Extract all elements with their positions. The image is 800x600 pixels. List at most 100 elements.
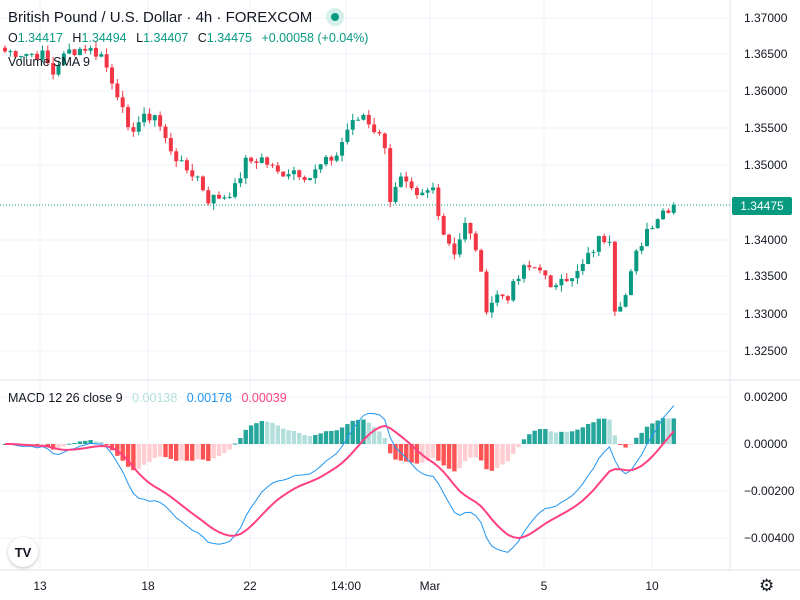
candle-body <box>420 192 425 196</box>
macd-histogram-bar <box>655 420 660 444</box>
candle-body <box>115 83 120 98</box>
low-label: L <box>136 31 144 45</box>
macd-histogram-bar <box>281 428 286 444</box>
macd-histogram-bar <box>366 422 371 444</box>
candle-body <box>24 54 29 56</box>
macd-histogram-bar <box>56 444 61 450</box>
macd-histogram-bar <box>473 444 478 458</box>
macd-histogram-bar <box>243 429 248 444</box>
candle-body <box>275 165 280 172</box>
macd-histogram-bar <box>157 444 163 457</box>
macd-histogram-bar <box>286 430 291 444</box>
macd-histogram-bar <box>580 427 585 444</box>
candle-body <box>318 164 323 170</box>
price-axis-label: 1.32500 <box>744 344 788 358</box>
price-axis-label: 1.37000 <box>744 11 788 25</box>
candle-body <box>414 188 419 196</box>
macd-histogram-bar <box>168 444 174 459</box>
candle-body <box>35 53 40 60</box>
macd-histogram-bar <box>99 442 104 444</box>
macd-histogram-bar <box>446 444 452 469</box>
macd-histogram-bar <box>222 444 227 453</box>
macd-histogram-bar <box>527 434 532 444</box>
macd-histogram-bar <box>441 444 446 466</box>
macd-histogram-bar <box>147 444 152 463</box>
candle-body <box>142 113 147 123</box>
candle-body <box>158 115 163 127</box>
candle-body <box>623 295 628 307</box>
candle-body <box>40 50 45 60</box>
candle-body <box>297 170 302 178</box>
candle-body <box>527 265 532 268</box>
candle-body <box>382 133 387 149</box>
candle-body <box>661 210 666 220</box>
price-axis-label: 1.35500 <box>744 121 788 135</box>
macd-histogram-bar <box>521 439 527 444</box>
close-label: C <box>197 31 207 45</box>
macd-legend[interactable]: MACD 12 26 close 9 0.00138 0.00178 0.000… <box>8 391 293 405</box>
volume-indicator-label[interactable]: Volume SMA 9 <box>8 55 90 69</box>
macd-histogram-bar <box>553 432 559 444</box>
candle-body <box>67 49 72 54</box>
candle-body <box>404 176 409 182</box>
macd-histogram-bar <box>500 444 505 465</box>
candle-body <box>650 228 655 230</box>
macd-histogram-bar <box>93 441 99 444</box>
macd-line <box>4 405 675 553</box>
macd-histogram-bar <box>195 444 200 460</box>
macd-histogram-bar <box>270 422 275 444</box>
price-axis-label: 1.36000 <box>744 84 788 98</box>
symbol-title[interactable]: British Pound / U.S. Dollar · 4h · FOREX… <box>8 8 345 26</box>
macd-histogram-bar <box>452 444 457 472</box>
candle-body <box>227 196 232 198</box>
macd-histogram-bar <box>141 444 147 465</box>
candle-body <box>72 49 77 56</box>
candle-body <box>110 67 114 84</box>
candle-body <box>372 124 377 133</box>
macd-label: MACD 12 26 close 9 <box>8 391 123 405</box>
macd-histogram-bar <box>543 428 548 444</box>
macd-histogram-bar <box>462 444 468 462</box>
macd-signal-line <box>5 424 675 540</box>
candle-body <box>302 177 307 180</box>
macd-histogram-bar <box>404 444 409 462</box>
price-axis-label: 1.36500 <box>744 47 788 61</box>
macd-histogram-bar <box>559 431 564 444</box>
macd-histogram-bar <box>639 432 644 444</box>
candle-body <box>452 243 457 255</box>
candle-body <box>425 190 430 193</box>
macd-histogram-bar <box>575 429 580 444</box>
candle-body <box>564 278 569 282</box>
candle-body <box>179 160 184 162</box>
candle-body <box>473 233 478 251</box>
candle-body <box>211 194 216 204</box>
candle-body <box>538 267 542 271</box>
candle-body <box>259 157 264 163</box>
macd-histogram-bar <box>660 418 666 444</box>
current-price-tag: 1.34475 <box>732 197 792 215</box>
candle-body <box>286 174 291 177</box>
macd-histogram-bar <box>120 444 125 461</box>
candle-body <box>136 122 141 132</box>
macd-histogram-bar <box>291 430 297 444</box>
macd-histogram-bar <box>174 444 179 461</box>
candle-body <box>612 241 617 312</box>
candle-body <box>500 294 505 297</box>
candle-body <box>281 171 286 177</box>
macd-histogram-bar <box>537 428 543 444</box>
macd-histogram-bar <box>339 427 345 444</box>
macd-histogram-bar <box>511 444 516 454</box>
macd-histogram-bar <box>505 444 511 462</box>
time-axis-label: Mar <box>419 579 441 593</box>
tradingview-logo[interactable]: TV <box>8 537 38 567</box>
macd-histogram-bar <box>468 444 473 458</box>
macd-histogram-bar <box>200 444 206 460</box>
candle-body <box>126 107 131 128</box>
candle-body <box>13 51 18 57</box>
candle-body <box>628 271 633 296</box>
settings-gear-icon[interactable]: ⚙ <box>759 576 775 595</box>
market-status-icon[interactable] <box>326 8 345 26</box>
candle-body <box>495 294 500 303</box>
macd-histogram-bar <box>179 444 184 461</box>
